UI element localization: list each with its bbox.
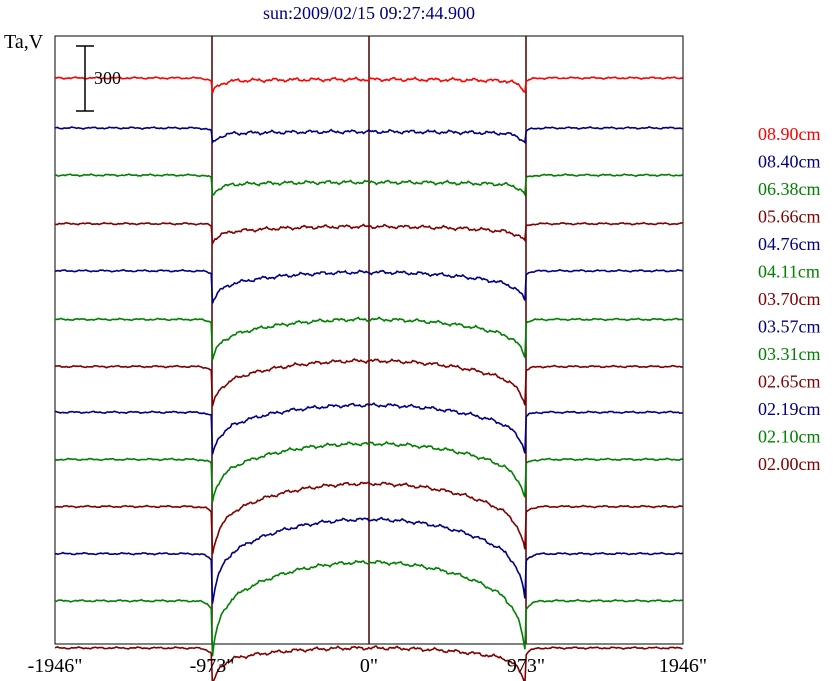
legend-item-03.70cm: 03.70cm (758, 289, 821, 309)
spectral-traces (54, 76, 683, 681)
trace-04.11cm (55, 316, 683, 360)
legend-item-02.10cm: 02.10cm (758, 427, 821, 447)
x-axis-tick-labels: -1946" -973" 0" 973" 1946" (28, 655, 708, 677)
legend-item-03.31cm: 03.31cm (758, 344, 821, 364)
legend-item-08.40cm: 08.40cm (758, 152, 821, 172)
legend-item-02.65cm: 02.65cm (758, 372, 821, 392)
legend: 08.90cm 08.40cm 06.38cm 05.66cm 04.76cm 04.11… (758, 124, 821, 474)
trace-08.40cm (54, 126, 683, 145)
y-axis-label: Ta,V (4, 31, 44, 53)
disk-boundary-lines (211, 36, 527, 644)
legend-item-05.66cm: 05.66cm (758, 207, 821, 227)
legend-item-08.90cm: 08.90cm (758, 124, 821, 144)
x-tick-label-0: -1946" (28, 655, 83, 677)
trace-03.70cm (54, 358, 683, 407)
trace-02.19cm (54, 516, 683, 604)
trace-03.57cm (54, 402, 683, 455)
legend-item-03.57cm: 03.57cm (758, 317, 821, 337)
x-tick-label-1: -973" (190, 655, 235, 677)
legend-item-04.76cm: 04.76cm (758, 234, 821, 254)
scale-bar-label: 300 (94, 68, 121, 88)
x-tick-label-2: 0" (360, 655, 378, 677)
trace-05.66cm (55, 221, 683, 247)
trace-03.31cm (54, 440, 683, 503)
trace-08.90cm (54, 76, 683, 94)
x-tick-label-4: 1946" (659, 655, 707, 677)
trace-02.65cm (54, 481, 683, 555)
legend-item-06.38cm: 06.38cm (758, 179, 821, 199)
trace-04.76cm (54, 268, 683, 304)
trace-06.38cm (55, 173, 683, 198)
legend-item-02.19cm: 02.19cm (758, 399, 821, 419)
x-tick-label-3: 973" (507, 655, 545, 677)
trace-02.10cm (54, 559, 683, 657)
trace-02.00cm (54, 645, 683, 681)
scale-bar: 300 (76, 45, 121, 112)
chart-title: sun:2009/02/15 09:27:44.900 (263, 3, 475, 23)
legend-item-02.00cm: 02.00cm (758, 454, 821, 474)
legend-item-04.11cm: 04.11cm (758, 262, 820, 282)
